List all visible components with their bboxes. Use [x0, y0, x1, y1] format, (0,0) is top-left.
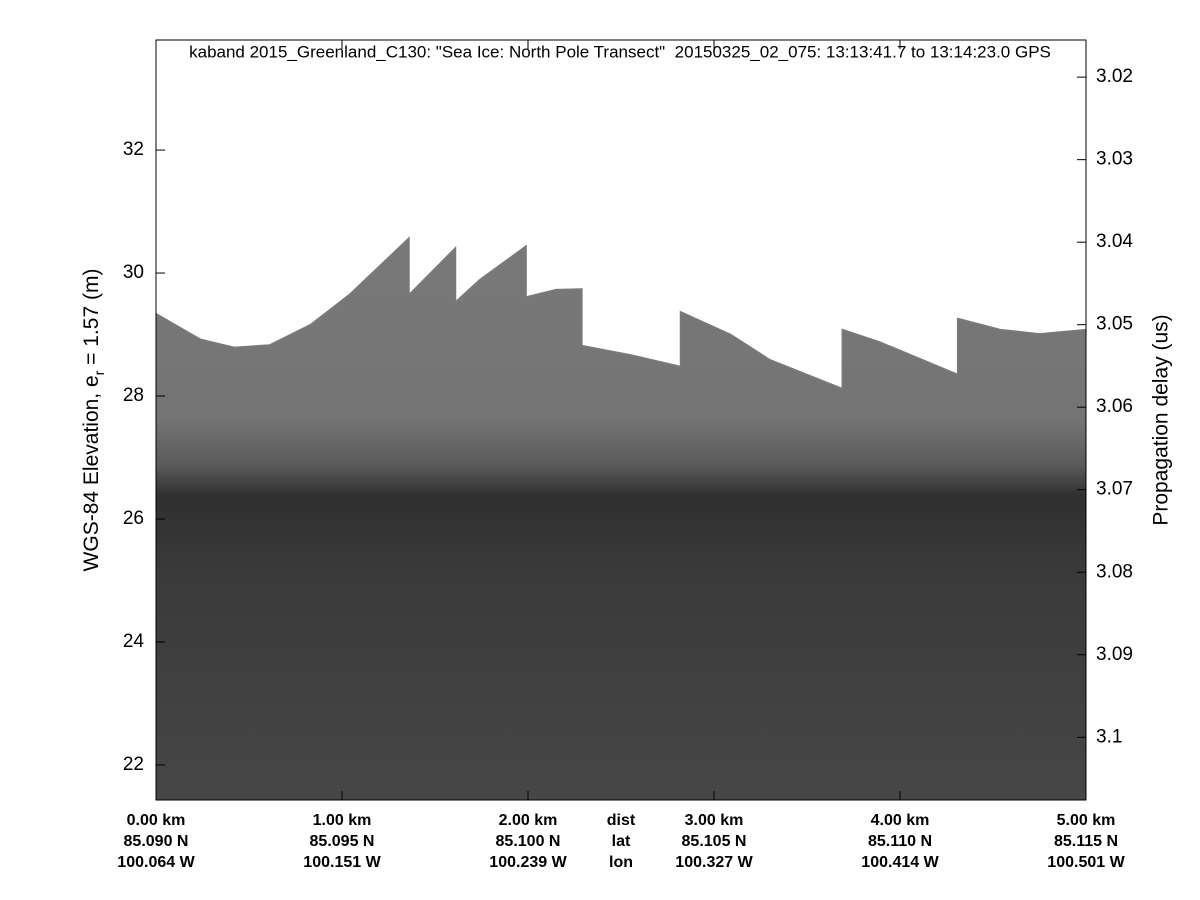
y-tick-label: 24	[123, 631, 145, 652]
y2-tick-label: 3.07	[1096, 479, 1133, 500]
echo-fill	[156, 238, 1086, 800]
y-tick-label: 28	[123, 385, 144, 406]
y2-axis-label: Propagation delay (us)	[1150, 314, 1173, 525]
y2-tick-label: 3.04	[1096, 231, 1133, 252]
lon-label: 100.064 W	[117, 854, 195, 871]
lon-label: 100.327 W	[675, 854, 753, 871]
y-tick-label: 26	[123, 508, 144, 529]
y2-tick-label: 3.06	[1096, 396, 1133, 417]
y-axis-label: WGS-84 Elevation, er = 1.57 (m)	[80, 269, 107, 572]
y2-tick-label: 3.05	[1096, 314, 1133, 335]
lon-label: 100.414 W	[861, 854, 939, 871]
x-tick-label: 0.00 km	[127, 812, 186, 829]
y2-tick-label: 3.03	[1096, 149, 1133, 170]
y-label-main: WGS-84 Elevation, e	[80, 375, 103, 571]
y-tick-label: 32	[123, 139, 144, 160]
lat-label: 85.110 N	[868, 833, 932, 850]
lon-label: 100.501 W	[1047, 854, 1125, 871]
y-label-sub: r	[91, 370, 107, 375]
x-tick-label: 1.00 km	[313, 812, 372, 829]
lat-label: 85.090 N	[124, 833, 189, 850]
x-tick-label: 5.00 km	[1057, 812, 1116, 829]
chart-title: kaband 2015_Greenland_C130: "Sea Ice: No…	[189, 42, 1051, 61]
y-label-rest: = 1.57 (m)	[80, 269, 103, 371]
y-tick-label: 22	[123, 754, 144, 775]
y2-tick-label: 3.09	[1096, 644, 1133, 665]
lat-label: 85.105 N	[682, 833, 747, 850]
lon-label: 100.239 W	[489, 854, 567, 871]
lat-label: 85.100 N	[496, 833, 561, 850]
x-tick-label: 2.00 km	[499, 812, 558, 829]
lat-label: 85.095 N	[310, 833, 375, 850]
surface-line	[155, 236, 1087, 390]
lon-label: 100.151 W	[303, 854, 381, 871]
y2-tick-label: 3.02	[1096, 66, 1133, 87]
y2-tick-label: 3.1	[1096, 726, 1122, 747]
plot-frame	[155, 39, 1087, 801]
lat-label: 85.115 N	[1054, 833, 1118, 850]
y2-tick-label: 3.08	[1096, 561, 1133, 582]
x-tick-label: 4.00 km	[871, 812, 930, 829]
row-name: lat	[612, 833, 631, 850]
x-tick-label: 3.00 km	[685, 812, 744, 829]
row-name: dist	[607, 812, 636, 829]
row-name: lon	[609, 854, 633, 871]
y-tick-label: 30	[123, 262, 144, 283]
